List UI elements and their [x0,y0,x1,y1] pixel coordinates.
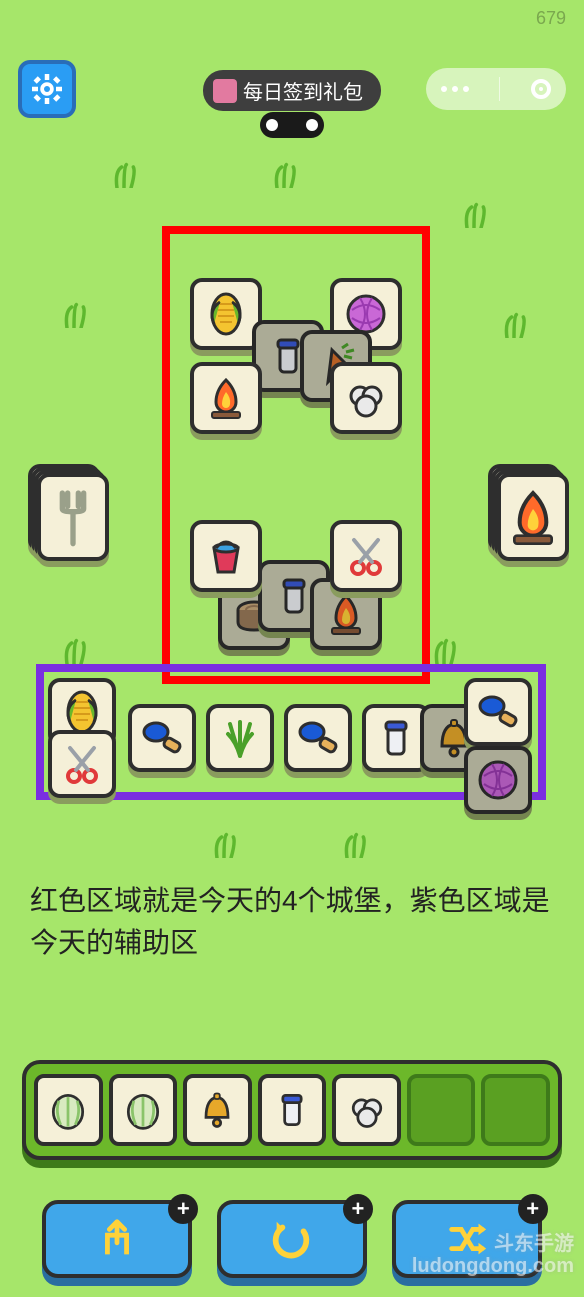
grass-tuft [340,830,368,865]
grass-tuft [500,310,528,345]
grass-tuft [460,200,488,235]
out-icon [94,1216,140,1262]
bell-icon [195,1088,239,1132]
grass-tuft [110,160,138,195]
cabbage-icon [121,1088,165,1132]
cotton-icon [345,1088,389,1132]
corn-icon [58,688,106,736]
pop-out-button[interactable]: + [42,1200,192,1278]
tray-tile-cabbage [109,1074,178,1146]
plus-badge: + [343,1194,373,1224]
grass-icon [216,714,264,762]
right-deck[interactable] [488,464,570,584]
daily-checkin-pill[interactable]: 每日签到礼包 [203,70,381,111]
tile-brush[interactable] [464,678,532,746]
plus-badge: + [168,1194,198,1224]
deck-card[interactable] [37,473,109,561]
undo-icon [269,1216,315,1262]
grass-tuft [210,830,238,865]
daily-label: 每日签到礼包 [243,76,363,105]
close-target-icon[interactable] [531,79,551,99]
tray-tile-cabbage [34,1074,103,1146]
tile-scissors[interactable] [48,730,116,798]
top-counter: 679 [536,8,566,29]
brush-icon [474,688,522,736]
collection-tray [22,1060,562,1160]
fire-icon [501,485,565,549]
brush-icon [138,714,186,762]
red-highlight-box [162,226,430,684]
tile-brush[interactable] [128,704,196,772]
fork-icon [41,485,105,549]
mini-program-capsule[interactable] [426,68,566,110]
more-icon[interactable] [441,86,469,92]
yarn-icon [474,756,522,804]
jar-icon [372,714,420,762]
gear-icon [29,71,65,107]
deck-card[interactable] [497,473,569,561]
plus-badge: + [518,1194,548,1224]
tray-tile-cotton [332,1074,401,1146]
tray-empty-slot [407,1074,476,1146]
gift-icon [213,79,237,103]
tray-tile-bell [183,1074,252,1146]
undo-button[interactable]: + [217,1200,367,1278]
capsule-divider [499,77,500,101]
brush-icon [294,714,342,762]
grass-tuft [60,300,88,335]
grass-tuft [270,160,298,195]
jar-icon [270,1088,314,1132]
left-deck[interactable] [28,464,110,584]
tray-tile-jar [258,1074,327,1146]
caption-text: 红色区域就是今天的4个城堡，紫色区域是今天的辅助区 [30,880,554,964]
cabbage-icon [46,1088,90,1132]
tile-yarn [464,746,532,814]
scissors-icon [58,740,106,788]
tray-empty-slot [481,1074,550,1146]
drag-handle [260,112,324,138]
watermark: 斗东手游 ludongdong.com [412,1233,574,1277]
tile-brush[interactable] [284,704,352,772]
settings-button[interactable] [18,60,76,118]
tile-grass[interactable] [206,704,274,772]
